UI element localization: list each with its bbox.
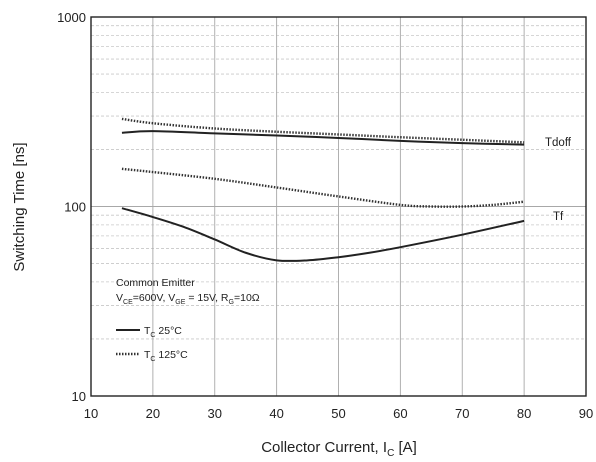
series-label-tf: Tf — [553, 211, 564, 223]
text-part: = 15V, R — [185, 292, 229, 304]
subscript: CE — [123, 299, 133, 306]
text-part: =10Ω — [234, 292, 260, 304]
series-line-tdoff-25c — [121, 130, 525, 146]
x-tick-label: 90 — [579, 406, 593, 421]
subscript: C — [150, 332, 155, 339]
series-labels: Tdoff Tf — [545, 137, 572, 223]
series-line-tdoff-125c — [121, 117, 525, 144]
text-part: V — [116, 292, 123, 304]
annotation-line-2: VCE=600V, VGE = 15V, RG=10Ω — [116, 292, 260, 306]
text-part: 25°C — [155, 325, 182, 337]
y-tick-labels: 10 100 1000 — [57, 10, 86, 404]
x-tick-label: 10 — [84, 406, 98, 421]
x-tick-label: 30 — [208, 406, 222, 421]
subscript: GE — [175, 299, 185, 306]
text-part: 125°C — [155, 349, 188, 361]
x-tick-label: 60 — [393, 406, 407, 421]
x-tick-label: 70 — [455, 406, 469, 421]
x-axis-title-sub: C — [387, 448, 394, 459]
series-label-tdoff: Tdoff — [545, 137, 572, 149]
text-part: T — [144, 349, 151, 361]
series-group — [121, 117, 525, 263]
x-axis-title: Collector Current, IC [A] — [261, 439, 417, 459]
x-tick-label: 20 — [146, 406, 160, 421]
text-part: =600V, V — [133, 292, 176, 304]
x-tick-label: 40 — [269, 406, 283, 421]
x-axis-title-main: Collector Current, I — [261, 439, 387, 456]
legend: TC 25°CTC 125°C — [116, 325, 188, 363]
y-tick-label: 100 — [64, 200, 86, 215]
x-axis-title-unit: [A] — [394, 439, 417, 456]
x-tick-label: 80 — [517, 406, 531, 421]
plot-frame — [90, 16, 587, 397]
legend-label: TC 125°C — [144, 349, 188, 363]
text-part: T — [144, 325, 151, 337]
series-line-tf-125c — [121, 167, 525, 208]
x-tick-labels: 10 20 30 40 50 60 70 80 90 — [84, 406, 593, 421]
annotation-line-1: Common Emitter — [116, 277, 195, 289]
y-tick-label: 10 — [72, 389, 86, 404]
series-line-tf-25c — [121, 207, 525, 263]
y-axis-title: Switching Time [ns] — [11, 142, 28, 271]
subscript: G — [229, 299, 234, 306]
legend-label: TC 25°C — [144, 325, 182, 339]
x-tick-label: 50 — [331, 406, 345, 421]
y-tick-label: 1000 — [57, 10, 86, 25]
subscript: C — [150, 356, 155, 363]
